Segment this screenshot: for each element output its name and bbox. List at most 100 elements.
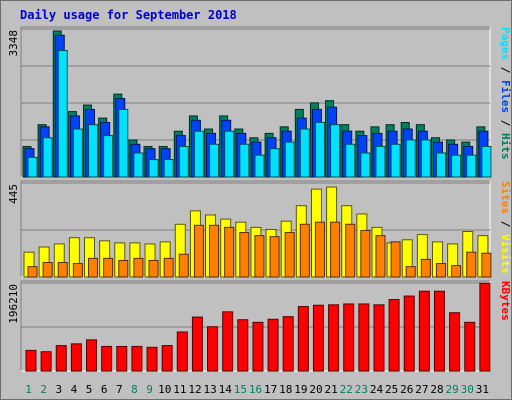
bar-pages-day-28 [435, 152, 446, 178]
bar-sites-day-21 [330, 221, 341, 278]
bar-kbytes-day-19 [297, 306, 309, 372]
bar-sites-day-20 [314, 221, 325, 278]
bar-kbytes-day-28 [433, 290, 445, 372]
series-label-separator: / [499, 113, 512, 133]
bar-sites-day-9 [148, 259, 159, 278]
x-tick-label-day-23: 23 [355, 383, 368, 396]
x-tick-label-day-26: 26 [400, 383, 413, 396]
bar-pages-day-8 [133, 152, 144, 178]
series-label-visits: Visits [499, 234, 512, 274]
bar-pages-day-26 [405, 139, 416, 178]
x-tick-label-day-6: 6 [101, 383, 108, 396]
bar-kbytes-day-9 [146, 346, 158, 372]
chart-title: Daily usage for September 2018 [20, 8, 237, 22]
series-label: Sites / Visits [499, 181, 512, 274]
bar-kbytes-day-27 [418, 290, 430, 372]
bar-pages-day-24 [375, 145, 386, 178]
bar-kbytes-day-30 [464, 321, 476, 372]
x-tick-label-day-14: 14 [219, 383, 233, 396]
bar-kbytes-day-2 [40, 351, 52, 372]
bar-sites-day-14 [224, 226, 235, 278]
bar-pages-day-15 [239, 143, 250, 178]
bar-pages-day-21 [330, 124, 341, 178]
bar-kbytes-day-5 [86, 339, 98, 372]
y-tick-label: 445 [7, 184, 20, 204]
bar-sites-day-26 [405, 266, 416, 278]
bar-kbytes-day-25 [388, 299, 400, 372]
bar-kbytes-day-21 [328, 304, 340, 372]
x-tick-label-day-29: 29 [446, 383, 459, 396]
series-label-sites: Sites [499, 181, 512, 214]
bar-pages-day-20 [314, 121, 325, 178]
bar-pages-day-31 [481, 145, 492, 178]
bar-sites-day-31 [481, 252, 492, 278]
bar-sites-day-4 [72, 263, 83, 278]
bar-sites-day-3 [57, 262, 68, 278]
y-tick-label: 196210 [7, 284, 20, 324]
bar-kbytes-day-15 [237, 319, 249, 372]
bar-kbytes-day-31 [479, 282, 491, 372]
bar-kbytes-day-12 [191, 316, 203, 372]
series-label: Pages / Files / Hits [499, 27, 512, 160]
x-tick-label-day-19: 19 [294, 383, 307, 396]
x-tick-label-day-15: 15 [234, 383, 247, 396]
bar-pages-day-19 [299, 128, 310, 178]
bar-sites-day-1 [27, 266, 38, 278]
bar-pages-day-18 [284, 141, 295, 178]
bar-pages-day-1 [27, 156, 38, 178]
x-tick-label-day-21: 21 [325, 383, 338, 396]
bar-pages-day-10 [163, 159, 174, 178]
bar-pages-day-16 [254, 154, 265, 178]
bar-pages-day-4 [72, 128, 83, 178]
series-label-separator: / [499, 60, 512, 80]
panel-kbytes: 196210 KBytes [7, 280, 512, 372]
bar-sites-day-2 [42, 262, 53, 278]
bar-sites-day-16 [254, 235, 265, 278]
bar-kbytes-day-10 [161, 345, 173, 372]
bar-pages-day-29 [451, 154, 462, 178]
x-tick-label-day-2: 2 [40, 383, 47, 396]
x-tick-label-day-31: 31 [476, 383, 489, 396]
bar-pages-day-3 [57, 50, 68, 178]
bar-kbytes-day-1 [25, 349, 37, 372]
bar-pages-day-7 [118, 108, 129, 178]
bar-sites-day-10 [163, 257, 174, 278]
x-tick-label-day-10: 10 [158, 383, 171, 396]
x-tick-label-day-28: 28 [430, 383, 443, 396]
x-tick-label-day-22: 22 [340, 383, 353, 396]
bar-sites-day-13 [209, 224, 220, 278]
bar-sites-day-22 [345, 223, 356, 278]
x-tick-label-day-24: 24 [370, 383, 384, 396]
bar-kbytes-day-3 [55, 345, 67, 372]
x-tick-label-day-18: 18 [279, 383, 292, 396]
bar-kbytes-day-24 [373, 304, 385, 372]
bar-kbytes-day-29 [449, 312, 461, 372]
series-label-kbytes: KBytes [499, 281, 512, 321]
bar-sites-day-17 [269, 236, 280, 278]
bar-sites-day-11 [178, 253, 189, 278]
bar-pages-day-5 [88, 124, 99, 178]
y-tick-label: 3348 [7, 30, 20, 57]
panel-visits-sites: 445 Sites / Visits [7, 180, 512, 278]
bar-kbytes-day-11 [176, 331, 188, 372]
x-tick-label-day-11: 11 [173, 383, 186, 396]
panel-hits-files-pages: 3348 Pages / Files / Hits [7, 26, 512, 178]
bar-sites-day-6 [103, 257, 114, 278]
bar-kbytes-day-4 [70, 343, 82, 372]
bar-sites-day-5 [88, 257, 99, 278]
bar-pages-day-13 [209, 143, 220, 178]
bar-sites-day-15 [239, 232, 250, 278]
bar-kbytes-day-17 [267, 318, 279, 372]
bar-pages-day-22 [345, 143, 356, 178]
bar-sites-day-25 [390, 241, 401, 278]
x-tick-label-day-1: 1 [25, 383, 32, 396]
bar-pages-day-9 [148, 159, 159, 178]
x-tick-label-day-13: 13 [203, 383, 216, 396]
x-tick-label-day-3: 3 [56, 383, 63, 396]
series-label-separator: / [499, 214, 512, 234]
bar-sites-day-23 [360, 229, 371, 278]
x-tick-label-day-27: 27 [415, 383, 428, 396]
bar-sites-day-27 [420, 258, 431, 278]
x-tick-label-day-7: 7 [116, 383, 123, 396]
